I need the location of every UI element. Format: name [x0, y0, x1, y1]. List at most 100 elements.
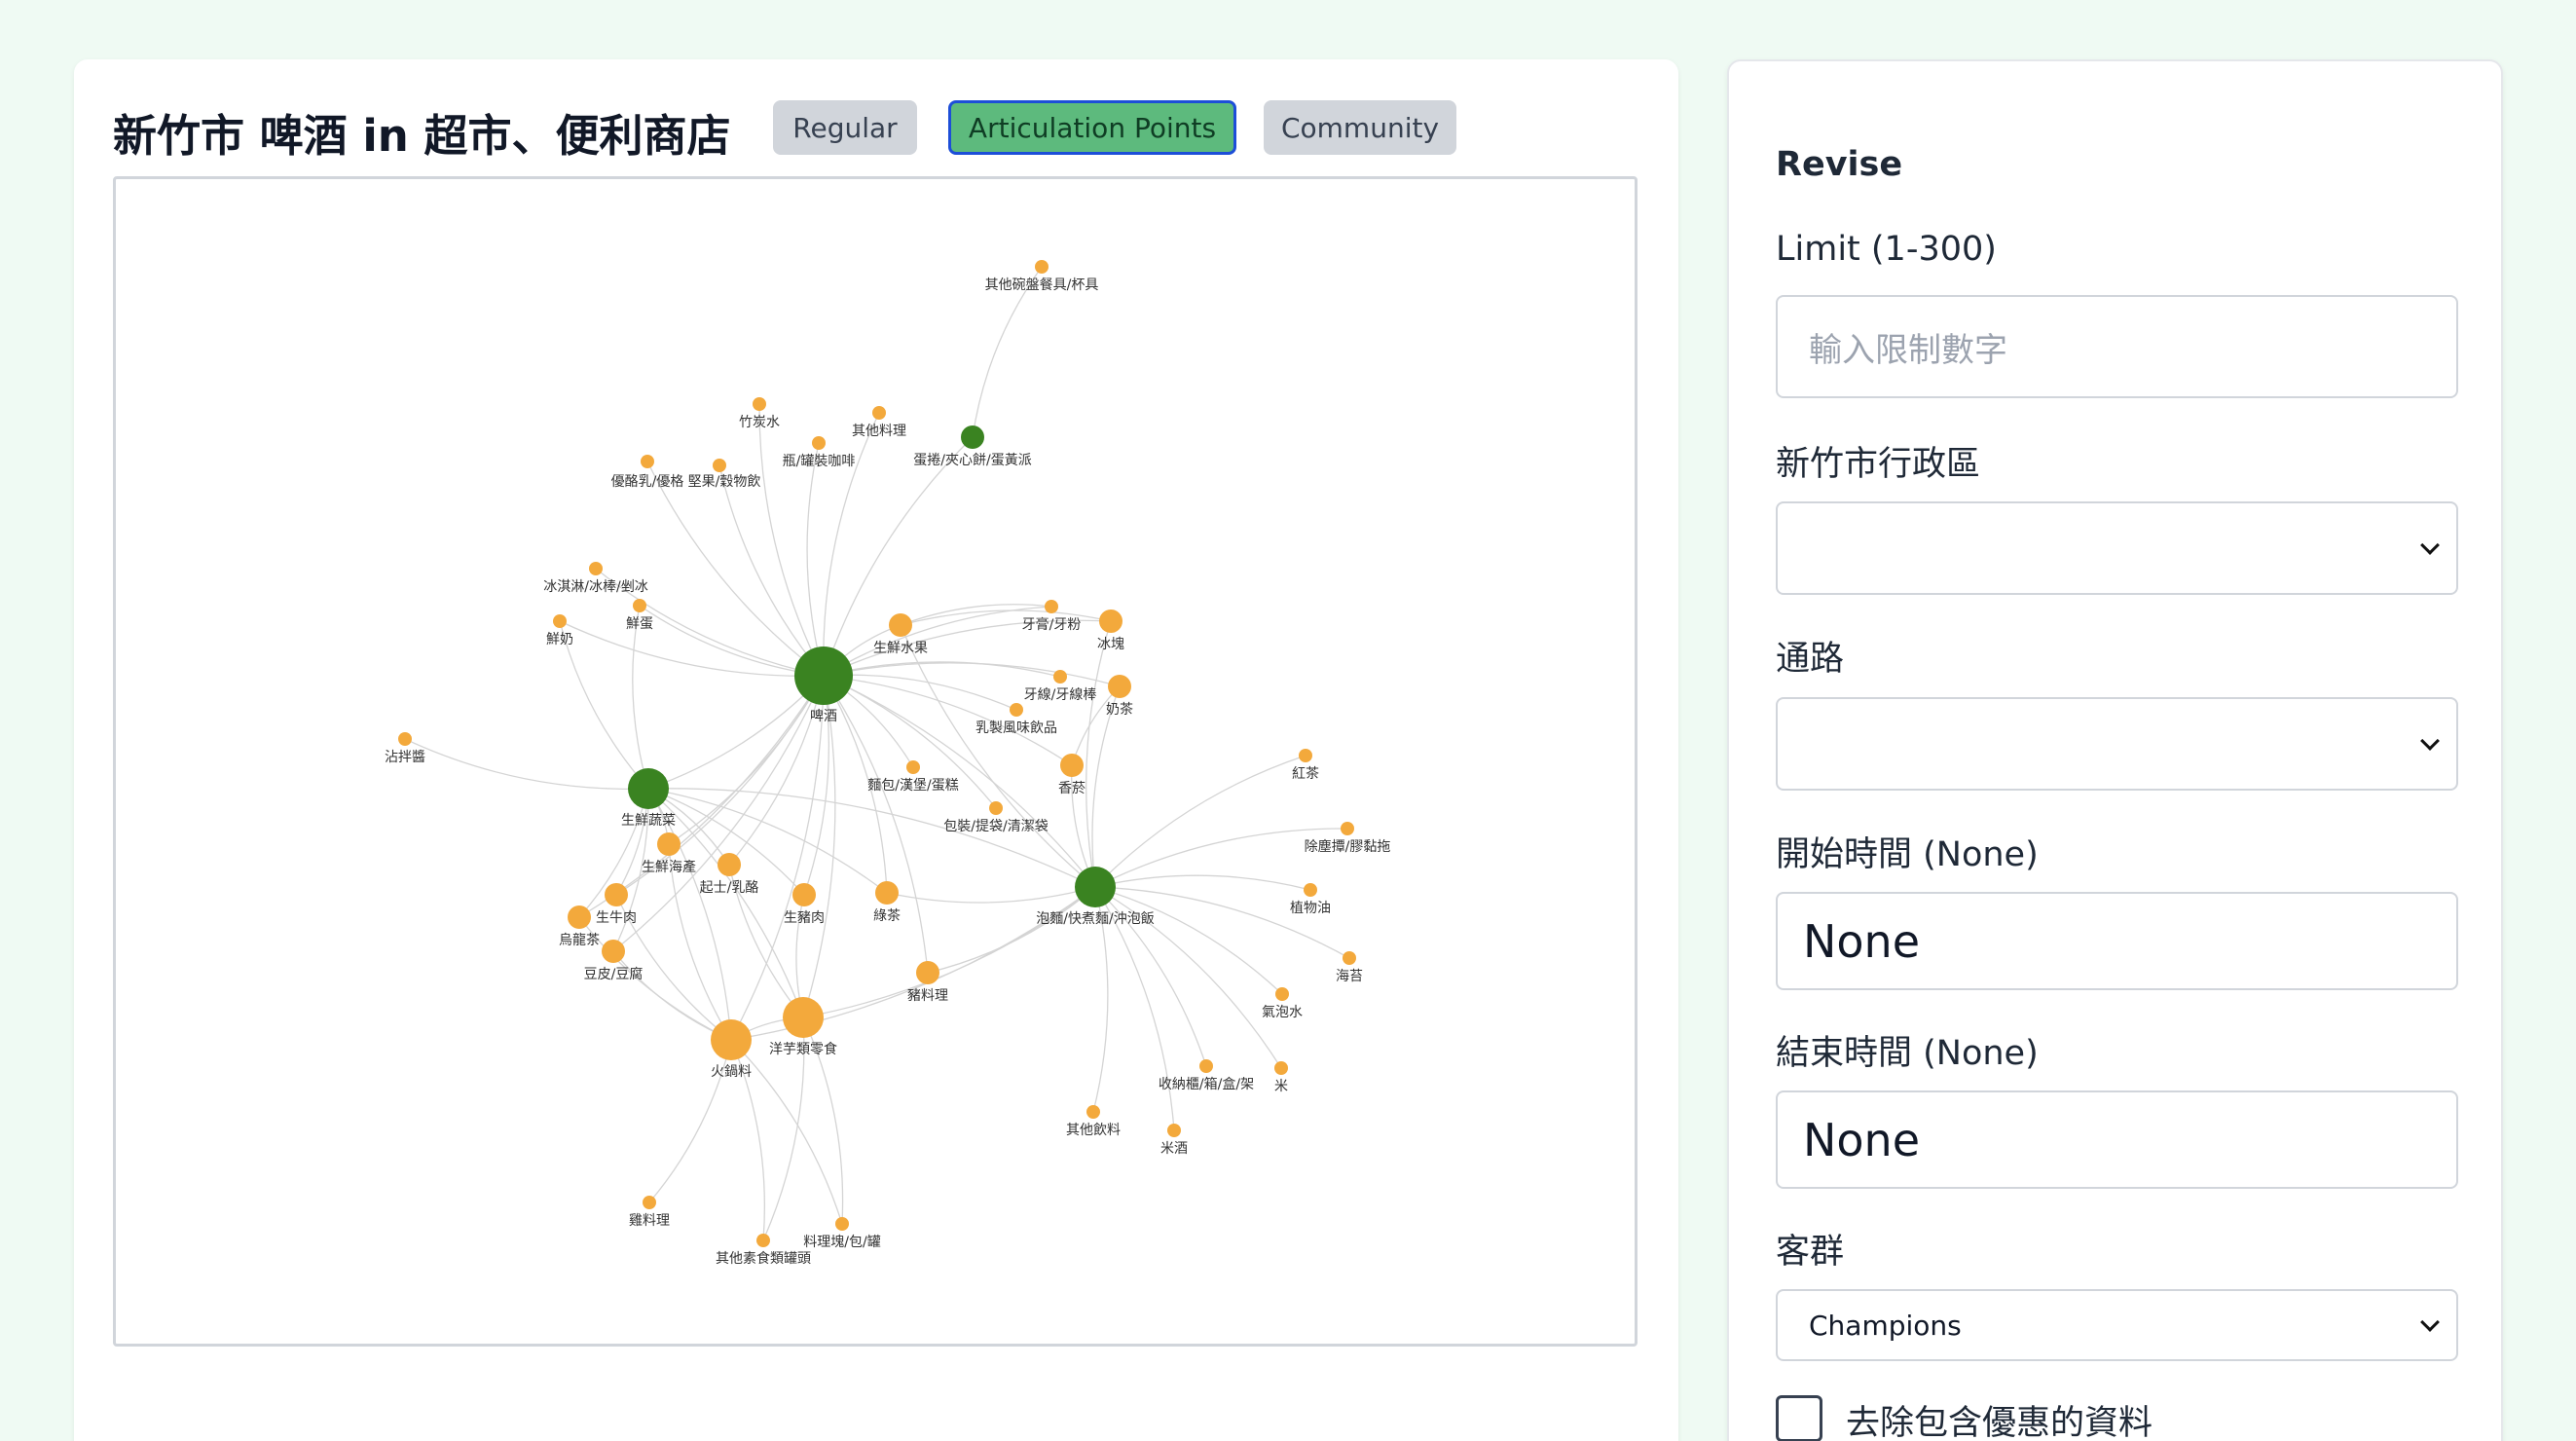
- graph-node-circle[interactable]: [718, 853, 741, 876]
- graph-node[interactable]: 米酒: [1160, 1124, 1188, 1157]
- end-time-input[interactable]: None: [1776, 1090, 2458, 1189]
- graph-node-circle[interactable]: [1035, 260, 1049, 274]
- graph-node[interactable]: 收納櫃/箱/盒/架: [1159, 1059, 1254, 1092]
- graph-node-circle[interactable]: [605, 883, 628, 906]
- graph-node[interactable]: 其他飲料: [1066, 1105, 1121, 1138]
- graph-node-circle[interactable]: [643, 1196, 656, 1209]
- community-mode-button[interactable]: Community: [1264, 100, 1456, 155]
- graph-node-circle[interactable]: [872, 406, 886, 420]
- graph-node-circle[interactable]: [961, 425, 984, 449]
- graph-node[interactable]: 冰塊: [1097, 610, 1124, 652]
- graph-node[interactable]: 瓶/罐裝咖啡: [783, 436, 856, 469]
- graph-node-circle[interactable]: [398, 732, 412, 746]
- graph-node-circle[interactable]: [753, 397, 766, 411]
- graph-node[interactable]: 豬料理: [907, 961, 948, 1004]
- graph-node[interactable]: 竹炭水: [739, 397, 780, 430]
- graph-node[interactable]: 牙線/牙線棒: [1024, 670, 1097, 703]
- graph-node[interactable]: 鮮蛋: [626, 599, 653, 632]
- limit-input[interactable]: 輸入限制數字: [1776, 295, 2458, 398]
- graph-node-circle[interactable]: [889, 613, 912, 637]
- network-graph[interactable]: 其他碗盤餐具/杯具竹炭水 其他料理 蛋捲/夾心餅/蛋黃派 瓶/罐裝咖啡優酪乳/優格 堅果…: [113, 176, 1638, 1347]
- graph-node-circle[interactable]: [641, 455, 654, 468]
- graph-node-circle[interactable]: [713, 459, 726, 472]
- graph-node[interactable]: 優酪乳/優格: [611, 455, 684, 490]
- graph-node[interactable]: 米: [1274, 1061, 1288, 1094]
- graph-node-circle[interactable]: [1099, 610, 1122, 633]
- graph-node[interactable]: 生鮮蔬菜: [621, 768, 676, 829]
- graph-node[interactable]: 泡麵/快煮麵/沖泡飯: [1036, 867, 1155, 927]
- graph-node-circle[interactable]: [756, 1234, 770, 1247]
- graph-node-circle[interactable]: [553, 614, 567, 628]
- graph-node-circle[interactable]: [916, 961, 939, 984]
- graph-node[interactable]: 料理塊/包/罐: [803, 1217, 881, 1250]
- graph-node[interactable]: 麵包/漢堡/蛋糕: [867, 760, 959, 794]
- graph-node[interactable]: 沾拌醬: [385, 732, 425, 765]
- graph-node-circle[interactable]: [628, 768, 669, 809]
- graph-node[interactable]: 洋芋類零食: [769, 997, 837, 1057]
- graph-node-circle[interactable]: [792, 883, 816, 906]
- graph-node-circle[interactable]: [1304, 883, 1317, 897]
- graph-node-circle[interactable]: [1045, 600, 1058, 613]
- graph-node-circle[interactable]: [875, 881, 899, 905]
- graph-node[interactable]: 烏龍茶: [559, 905, 600, 948]
- graph-node-circle[interactable]: [1167, 1124, 1181, 1137]
- graph-node-circle[interactable]: [794, 647, 853, 705]
- graph-node[interactable]: 植物油: [1290, 883, 1331, 916]
- graph-node-circle[interactable]: [657, 832, 681, 856]
- graph-node-circle[interactable]: [1341, 822, 1354, 835]
- graph-node[interactable]: 乳製風味飲品: [975, 703, 1057, 736]
- graph-node[interactable]: 氣泡水: [1262, 987, 1303, 1020]
- graph-node-circle[interactable]: [1343, 951, 1356, 965]
- graph-node[interactable]: 香菸: [1058, 754, 1086, 796]
- graph-node[interactable]: 冰淇淋/冰棒/剉冰: [543, 562, 648, 595]
- graph-node[interactable]: 啤酒: [794, 647, 853, 724]
- graph-node-circle[interactable]: [568, 905, 591, 929]
- graph-node[interactable]: 除塵撢/膠黏拖: [1305, 822, 1391, 855]
- graph-node[interactable]: 生鮮水果: [873, 613, 928, 656]
- graph-node-circle[interactable]: [1108, 675, 1131, 698]
- graph-node-circle[interactable]: [812, 436, 826, 450]
- graph-node[interactable]: 堅果/穀物飲: [688, 459, 761, 490]
- graph-node[interactable]: 蛋捲/夾心餅/蛋黃派: [913, 425, 1032, 468]
- graph-node[interactable]: 鮮奶: [546, 614, 573, 647]
- graph-node[interactable]: 牙膏/牙粉: [1022, 600, 1082, 633]
- start-time-input[interactable]: None: [1776, 892, 2458, 990]
- graph-node[interactable]: 包裝/提袋/清潔袋: [943, 801, 1049, 834]
- graph-node-circle[interactable]: [1199, 1059, 1213, 1073]
- graph-node-circle[interactable]: [783, 997, 824, 1038]
- graph-node-circle[interactable]: [1086, 1105, 1100, 1119]
- graph-node-circle[interactable]: [1075, 867, 1116, 907]
- graph-node-circle[interactable]: [989, 801, 1003, 815]
- regular-mode-button[interactable]: Regular: [773, 100, 917, 155]
- graph-node-circle[interactable]: [602, 940, 625, 963]
- graph-node-circle[interactable]: [835, 1217, 849, 1231]
- graph-node[interactable]: 其他料理: [852, 406, 906, 439]
- graph-node[interactable]: 紅茶: [1292, 749, 1319, 782]
- graph-node[interactable]: 起士/乳酪: [700, 853, 759, 896]
- segment-select[interactable]: Champions: [1776, 1289, 2458, 1361]
- graph-node-circle[interactable]: [589, 562, 603, 575]
- graph-node[interactable]: 生鮮海產: [642, 832, 696, 875]
- channel-select[interactable]: [1776, 697, 2458, 791]
- graph-node-circle[interactable]: [1275, 987, 1289, 1001]
- graph-node-circle[interactable]: [1274, 1061, 1288, 1075]
- exclude-promo-checkbox[interactable]: [1776, 1395, 1822, 1441]
- graph-node-circle[interactable]: [633, 599, 646, 612]
- graph-node-circle[interactable]: [1010, 703, 1023, 717]
- graph-node[interactable]: 雞料理: [629, 1196, 670, 1229]
- graph-node-circle[interactable]: [1299, 749, 1312, 762]
- graph-node-circle[interactable]: [711, 1019, 752, 1060]
- graph-node[interactable]: 海苔: [1336, 951, 1363, 984]
- graph-node[interactable]: 奶茶: [1106, 675, 1133, 718]
- graph-node[interactable]: 生牛肉: [596, 883, 637, 926]
- district-select[interactable]: [1776, 501, 2458, 595]
- articulation-points-mode-button[interactable]: Articulation Points: [948, 100, 1236, 155]
- graph-node-circle[interactable]: [1053, 670, 1067, 684]
- graph-node[interactable]: 生豬肉: [784, 883, 825, 926]
- graph-node[interactable]: 其他碗盤餐具/杯具: [985, 260, 1099, 293]
- graph-node-circle[interactable]: [906, 760, 920, 774]
- graph-node[interactable]: 豆皮/豆腐: [584, 940, 644, 982]
- graph-node[interactable]: 綠茶: [873, 881, 901, 924]
- graph-node-circle[interactable]: [1060, 754, 1084, 777]
